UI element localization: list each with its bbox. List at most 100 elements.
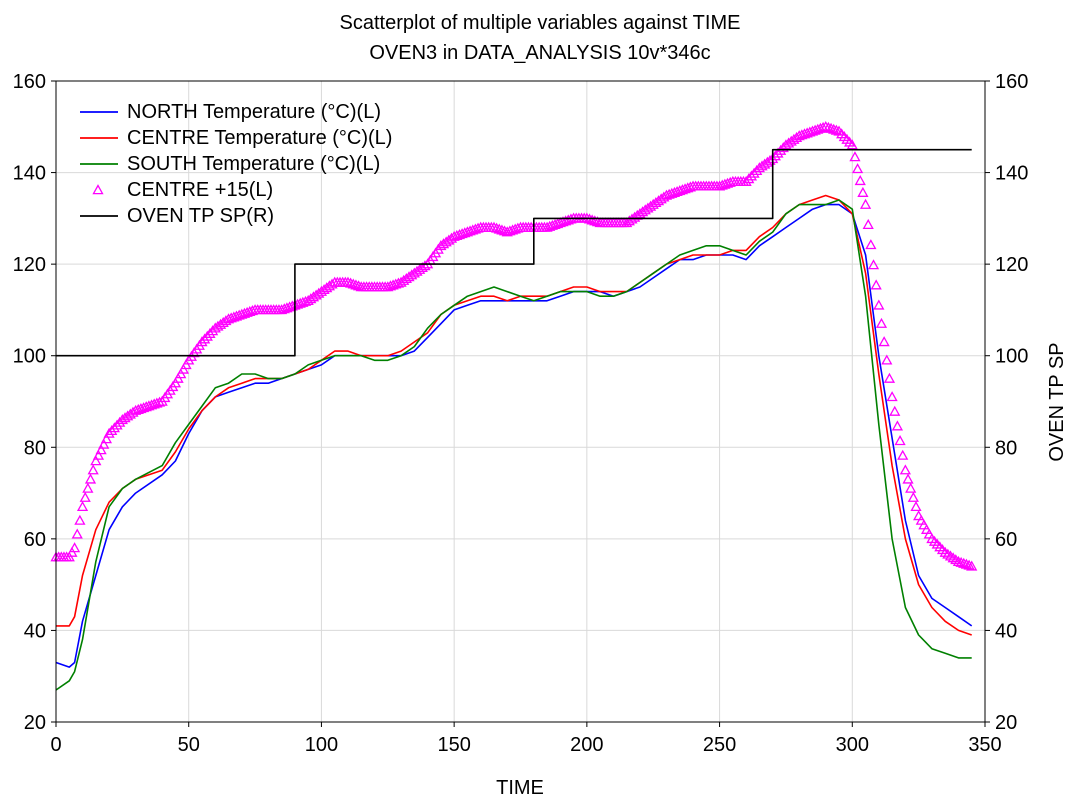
- data-point: [196, 336, 208, 347]
- plot-frame: [55, 80, 986, 723]
- data-point: [859, 198, 872, 209]
- data-point: [846, 139, 858, 150]
- y-tick-label-right: 140: [995, 163, 1028, 185]
- data-point: [84, 473, 97, 484]
- data-point: [857, 186, 869, 197]
- grid-layer: [55, 80, 986, 723]
- data-point: [830, 124, 842, 135]
- data-point: [106, 424, 118, 436]
- data-point: [90, 455, 102, 466]
- data-point: [79, 491, 91, 502]
- x-tick-label: 300: [836, 734, 869, 756]
- data-point: [87, 464, 99, 475]
- data-point: [488, 221, 500, 232]
- series-layer: [50, 120, 978, 691]
- data-point: [493, 223, 505, 234]
- data-point: [350, 279, 362, 290]
- axis-layer: 0 50 100 150 200 250 300 3502040608010012014016…: [13, 71, 1029, 756]
- data-point: [98, 438, 110, 449]
- data-point: [822, 121, 835, 132]
- data-point: [886, 391, 898, 402]
- data-point: [878, 336, 890, 347]
- data-point: [955, 556, 967, 567]
- series-oven-tp-sp-r: [56, 148, 972, 357]
- data-point: [589, 215, 601, 226]
- x-tick-label: 250: [703, 734, 736, 756]
- data-point: [586, 214, 598, 225]
- x-tick-label: 350: [968, 734, 1001, 756]
- x-axis-label: TIME: [496, 777, 544, 799]
- data-point: [745, 170, 758, 181]
- y-tick-label-left: 120: [13, 254, 46, 276]
- series-line: [56, 194, 972, 636]
- data-point: [828, 123, 840, 134]
- legend-item: OVEN TP SP(R): [80, 205, 274, 227]
- data-point: [76, 500, 89, 512]
- data-point: [74, 514, 86, 525]
- data-point: [952, 555, 965, 566]
- x-tick-label: 150: [437, 734, 470, 756]
- data-point: [849, 151, 861, 162]
- data-point: [201, 330, 213, 341]
- data-point: [862, 218, 874, 230]
- data-point: [894, 435, 906, 446]
- x-tick-label: 0: [50, 734, 61, 756]
- series-line: [55, 199, 972, 691]
- data-point: [851, 163, 864, 174]
- data-point: [68, 542, 81, 553]
- data-point: [352, 280, 365, 291]
- series-centre-temperature-c-l: [56, 194, 972, 636]
- series-centre-15-l: [50, 120, 978, 571]
- y-tick-label-right: 40: [995, 620, 1017, 642]
- data-point: [960, 558, 973, 569]
- data-point: [881, 354, 893, 365]
- legend: NORTH Temperature (°C)(L) CENTRE Temperat…: [80, 101, 392, 227]
- y-tick-label-right: 100: [995, 346, 1028, 368]
- data-point: [907, 491, 919, 502]
- data-point: [347, 278, 359, 289]
- data-point: [95, 444, 107, 455]
- y-tick-label-right: 80: [995, 437, 1017, 459]
- data-point: [820, 120, 832, 132]
- legend-label: OVEN TP SP(R): [127, 205, 274, 227]
- y-tick-label-right: 120: [995, 254, 1028, 276]
- series-line: [56, 148, 972, 357]
- y-tick-label-left: 60: [24, 529, 46, 551]
- data-point: [905, 482, 917, 493]
- legend-marker: [92, 184, 104, 195]
- data-point: [942, 548, 954, 559]
- data-point: [92, 449, 105, 460]
- data-point: [491, 222, 503, 233]
- y-tick-label-left: 160: [13, 71, 46, 93]
- y-tick-label-left: 100: [13, 346, 46, 368]
- data-point: [950, 554, 962, 565]
- series-north-temperature-c-l: [55, 203, 973, 668]
- data-point: [897, 449, 909, 460]
- y-tick-label-left: 20: [24, 712, 46, 734]
- data-point: [966, 560, 978, 571]
- data-point: [204, 327, 216, 338]
- legend-item: NORTH Temperature (°C)(L): [80, 101, 381, 123]
- data-point: [867, 259, 880, 270]
- data-point: [772, 147, 784, 158]
- data-point: [958, 557, 970, 568]
- data-point: [889, 405, 901, 416]
- data-point: [825, 122, 837, 133]
- data-point: [103, 427, 115, 438]
- y-tick-label-left: 40: [24, 620, 46, 642]
- data-point: [963, 559, 975, 570]
- x-tick-label: 100: [305, 734, 338, 756]
- data-point: [854, 174, 866, 186]
- data-point: [591, 216, 604, 227]
- data-point: [82, 482, 94, 493]
- data-point: [498, 225, 511, 236]
- legend-label: CENTRE Temperature (°C)(L): [127, 127, 392, 149]
- legend-label: CENTRE +15(L): [127, 179, 273, 201]
- legend-item: SOUTH Temperature (°C)(L): [80, 153, 380, 175]
- data-point: [817, 121, 829, 132]
- data-point: [899, 464, 911, 475]
- data-point: [496, 224, 508, 235]
- data-point: [199, 333, 211, 344]
